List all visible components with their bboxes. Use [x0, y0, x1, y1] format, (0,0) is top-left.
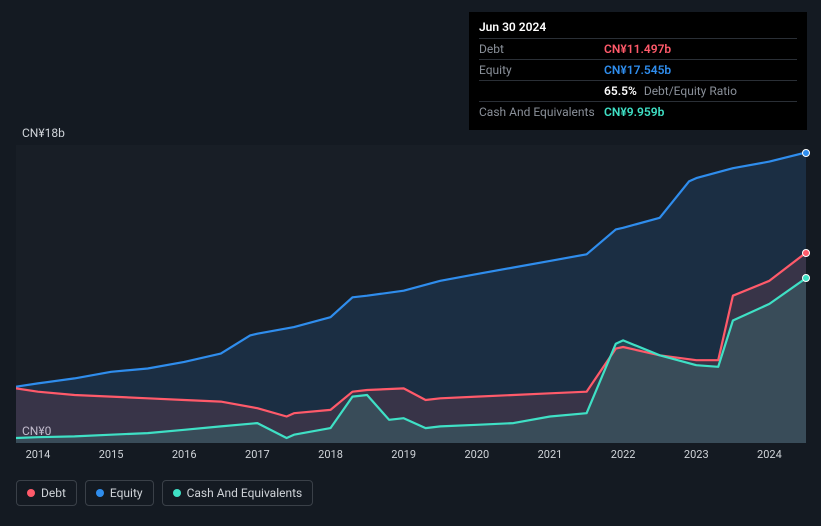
- tooltip-row-value: 65.5% Debt/Equity Ratio: [604, 84, 737, 98]
- legend-dot-icon: [96, 489, 104, 497]
- y-axis-label-max: CN¥18b: [22, 126, 65, 140]
- x-axis-tick-label: 2014: [26, 448, 51, 461]
- legend-item-cash-and-equivalents[interactable]: Cash And Equivalents: [162, 480, 314, 506]
- chart-legend: Debt Equity Cash And Equivalents: [16, 480, 313, 506]
- tooltip-row: DebtCN¥11.497b: [479, 38, 797, 59]
- legend-item-label: Equity: [110, 486, 143, 500]
- x-axis-tick-label: 2022: [611, 448, 636, 461]
- x-axis-tick-label: 2023: [684, 448, 709, 461]
- tooltip-row: 65.5% Debt/Equity Ratio: [479, 80, 797, 101]
- legend-item-label: Debt: [41, 486, 66, 500]
- chart-tooltip: Jun 30 2024 DebtCN¥11.497bEquityCN¥17.54…: [469, 12, 807, 130]
- tooltip-row-label: Debt: [479, 42, 604, 56]
- x-axis-tick-label: 2017: [245, 448, 270, 461]
- legend-dot-icon: [27, 489, 35, 497]
- x-axis-tick-label: 2016: [172, 448, 197, 461]
- legend-item-equity[interactable]: Equity: [85, 480, 154, 506]
- x-axis-tick-label: 2020: [464, 448, 489, 461]
- x-axis-tick-label: 2018: [318, 448, 343, 461]
- x-axis-tick-label: 2021: [538, 448, 563, 461]
- chart-container: Jun 30 2024 DebtCN¥11.497bEquityCN¥17.54…: [0, 0, 821, 526]
- tooltip-date: Jun 30 2024: [479, 20, 797, 34]
- chart-plot-area: [16, 145, 806, 443]
- chart-svg: [16, 145, 806, 443]
- tooltip-row-label: Equity: [479, 63, 604, 77]
- legend-item-debt[interactable]: Debt: [16, 480, 77, 506]
- tooltip-row: EquityCN¥17.545b: [479, 59, 797, 80]
- tooltip-row-value: CN¥9.959b: [604, 105, 664, 119]
- tooltip-row-value: CN¥17.545b: [604, 63, 671, 77]
- series-end-marker-cash: [802, 274, 810, 282]
- x-axis-tick-label: 2024: [757, 448, 782, 461]
- legend-item-label: Cash And Equivalents: [187, 486, 303, 500]
- x-axis-labels: 2014 2015 2016 2017 2018 2019 2020 2021 2022 2023…: [16, 448, 806, 468]
- series-end-marker-debt: [802, 249, 810, 257]
- tooltip-row: Cash And EquivalentsCN¥9.959b: [479, 101, 797, 122]
- x-axis-tick-label: 2019: [391, 448, 416, 461]
- x-axis-tick-label: 2015: [99, 448, 124, 461]
- tooltip-row-label: [479, 84, 604, 98]
- legend-dot-icon: [173, 489, 181, 497]
- tooltip-row-label: Cash And Equivalents: [479, 105, 604, 119]
- tooltip-row-extra: Debt/Equity Ratio: [641, 84, 737, 98]
- tooltip-row-value: CN¥11.497b: [604, 42, 671, 56]
- tooltip-rows: DebtCN¥11.497bEquityCN¥17.545b65.5% Debt…: [479, 38, 797, 122]
- series-end-marker-equity: [802, 149, 810, 157]
